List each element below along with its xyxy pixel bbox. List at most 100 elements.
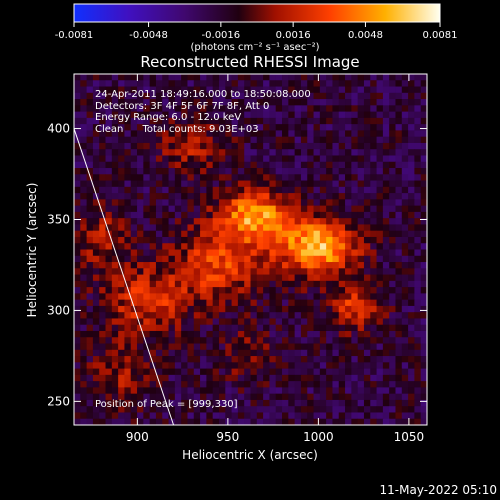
- heatmap-cell: [168, 105, 176, 113]
- heatmap-cell: [408, 362, 415, 369]
- heatmap-cell: [225, 224, 232, 232]
- heatmap-cell: [363, 186, 371, 194]
- heatmap-cell: [118, 330, 125, 338]
- heatmap-cell: [244, 418, 251, 426]
- heatmap-cell: [326, 293, 333, 301]
- heatmap-cell: [244, 111, 251, 119]
- heatmap-cell: [206, 349, 214, 357]
- heatmap-cell: [162, 406, 169, 413]
- heatmap-cell: [111, 418, 119, 426]
- heatmap-cell: [118, 418, 125, 426]
- heatmap-cell: [162, 337, 169, 344]
- heatmap-cell: [338, 268, 346, 275]
- heatmap-cell: [338, 293, 346, 301]
- heatmap-cell: [345, 92, 352, 100]
- heatmap-cell: [162, 293, 169, 301]
- heatmap-cell: [294, 193, 302, 200]
- heatmap-cell: [200, 92, 207, 100]
- heatmap-cell: [168, 399, 176, 407]
- heatmap-cell: [118, 142, 125, 150]
- heatmap-cell: [414, 230, 422, 238]
- heatmap-cell: [130, 274, 138, 282]
- heatmap-cell: [414, 111, 422, 119]
- heatmap-cell: [351, 230, 359, 238]
- heatmap-cell: [143, 318, 151, 326]
- heatmap-cell: [86, 111, 94, 119]
- heatmap-cell: [111, 199, 119, 207]
- heatmap-cell: [370, 268, 377, 275]
- heatmap-cell: [420, 337, 428, 344]
- heatmap-cell: [370, 305, 377, 313]
- heatmap-cell: [307, 155, 314, 163]
- heatmap-cell: [319, 117, 327, 125]
- heatmap-cell: [382, 111, 390, 119]
- heatmap-cell: [92, 406, 100, 413]
- colorbar-units: (photons cm⁻² s⁻¹ asec⁻²): [190, 42, 319, 53]
- heatmap-cell: [307, 111, 314, 119]
- heatmap-cell: [275, 374, 283, 382]
- heatmap-cell: [300, 224, 308, 232]
- heatmap-cell: [332, 155, 340, 163]
- colorbar-tick-label: -0.0048: [129, 30, 168, 41]
- heatmap-cell: [269, 236, 277, 244]
- heatmap-cell: [408, 92, 415, 100]
- heatmap-cell: [74, 243, 81, 250]
- heatmap-cell: [376, 243, 384, 250]
- heatmap-cell: [256, 337, 264, 344]
- heatmap-cell: [389, 412, 396, 420]
- heatmap-cell: [74, 324, 81, 332]
- heatmap-cell: [395, 168, 403, 175]
- heatmap-cell: [155, 387, 163, 395]
- heatmap-cell: [269, 124, 277, 131]
- heatmap-cell: [408, 343, 415, 351]
- heatmap-cell: [332, 130, 340, 138]
- heatmap-cell: [124, 387, 132, 395]
- heatmap-cell: [231, 142, 239, 150]
- heatmap-cell: [193, 130, 201, 138]
- heatmap-cell: [420, 268, 428, 275]
- heatmap-cell: [345, 161, 352, 169]
- heatmap-cell: [307, 412, 314, 420]
- heatmap-cell: [80, 142, 87, 150]
- heatmap-cell: [218, 230, 226, 238]
- heatmap-cell: [420, 349, 428, 357]
- heatmap-cell: [124, 92, 132, 100]
- heatmap-cell: [231, 161, 239, 169]
- heatmap-cell: [300, 406, 308, 413]
- heatmap-cell: [345, 155, 352, 163]
- heatmap-cell: [363, 111, 371, 119]
- heatmap-cell: [319, 142, 327, 150]
- heatmap-cell: [414, 174, 422, 181]
- heatmap-cell: [174, 399, 182, 407]
- heatmap-cell: [345, 99, 352, 106]
- heatmap-cell: [118, 193, 125, 200]
- heatmap-cell: [275, 262, 283, 269]
- heatmap-cell: [181, 205, 188, 213]
- heatmap-cell: [275, 255, 283, 263]
- heatmap-cell: [225, 218, 232, 225]
- heatmap-cell: [288, 236, 296, 244]
- heatmap-cell: [200, 305, 207, 313]
- heatmap-cell: [130, 406, 138, 413]
- heatmap-cell: [338, 374, 346, 382]
- heatmap-cell: [408, 249, 415, 257]
- heatmap-cell: [86, 74, 94, 81]
- heatmap-cell: [288, 374, 296, 382]
- heatmap-cell: [300, 368, 308, 376]
- heatmap-cell: [313, 186, 321, 194]
- heatmap-cell: [193, 356, 201, 363]
- heatmap-cell: [250, 312, 258, 319]
- heatmap-cell: [263, 418, 270, 426]
- heatmap-cell: [389, 249, 396, 257]
- heatmap-cell: [111, 293, 119, 301]
- heatmap-cell: [155, 180, 163, 188]
- heatmap-cell: [149, 399, 157, 407]
- heatmap-cell: [137, 174, 144, 181]
- heatmap-cell: [414, 343, 422, 351]
- heatmap-cell: [137, 117, 144, 125]
- heatmap-cell: [288, 149, 296, 156]
- heatmap-cell: [231, 299, 239, 307]
- heatmap-cell: [376, 356, 384, 363]
- heatmap-cell: [218, 149, 226, 156]
- heatmap-cell: [155, 418, 163, 426]
